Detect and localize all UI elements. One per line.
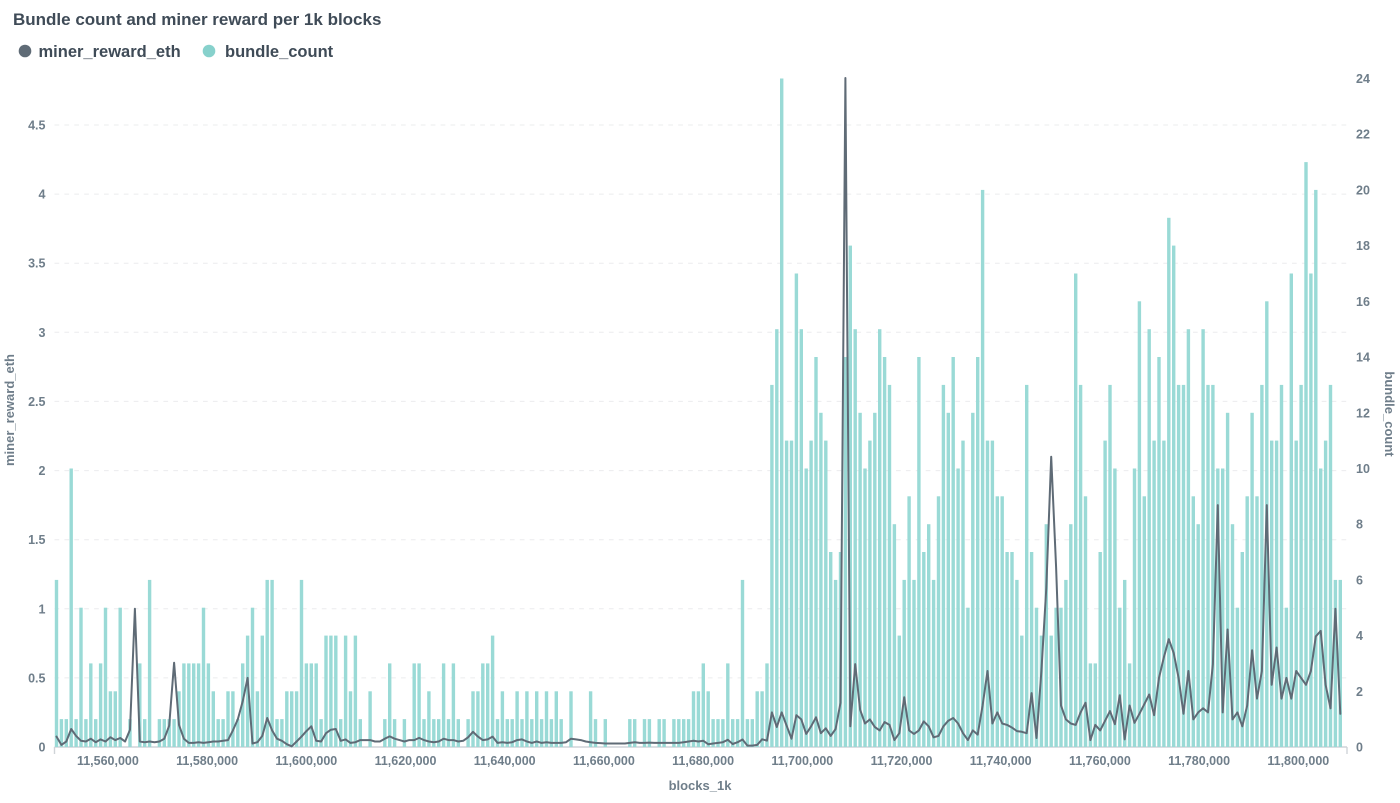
svg-text:4: 4 (39, 188, 46, 202)
svg-text:2: 2 (1356, 685, 1363, 699)
svg-text:10: 10 (1356, 462, 1370, 476)
svg-text:11,780,000: 11,780,000 (1168, 754, 1230, 768)
svg-text:11,800,000: 11,800,000 (1267, 754, 1329, 768)
svg-text:11,740,000: 11,740,000 (970, 754, 1032, 768)
svg-text:4: 4 (1356, 629, 1363, 643)
svg-text:11,760,000: 11,760,000 (1069, 754, 1131, 768)
svg-text:4.5: 4.5 (28, 119, 45, 133)
svg-text:0.5: 0.5 (28, 671, 45, 685)
svg-text:2: 2 (39, 464, 46, 478)
svg-text:20: 20 (1356, 183, 1370, 197)
svg-text:16: 16 (1356, 295, 1370, 309)
svg-text:1: 1 (39, 602, 46, 616)
svg-text:11,600,000: 11,600,000 (275, 754, 337, 768)
svg-text:12: 12 (1356, 406, 1370, 420)
svg-text:11,660,000: 11,660,000 (573, 754, 635, 768)
svg-text:24: 24 (1356, 72, 1370, 86)
svg-text:Bundle count and miner reward: Bundle count and miner reward per 1k blo… (13, 10, 381, 29)
svg-text:11,720,000: 11,720,000 (871, 754, 933, 768)
svg-text:3: 3 (39, 326, 46, 340)
svg-text:1.5: 1.5 (28, 533, 45, 547)
svg-text:0: 0 (1356, 741, 1363, 755)
svg-text:3.5: 3.5 (28, 257, 45, 271)
svg-text:bundle_count: bundle_count (1382, 371, 1397, 457)
svg-text:6: 6 (1356, 573, 1363, 587)
svg-text:22: 22 (1356, 128, 1370, 142)
svg-text:miner_reward_eth: miner_reward_eth (2, 354, 17, 466)
svg-text:14: 14 (1356, 351, 1370, 365)
svg-text:miner_reward_eth: miner_reward_eth (39, 43, 181, 61)
svg-text:2.5: 2.5 (28, 395, 45, 409)
svg-text:18: 18 (1356, 239, 1370, 253)
svg-text:11,560,000: 11,560,000 (77, 754, 139, 768)
svg-text:11,620,000: 11,620,000 (375, 754, 437, 768)
svg-text:11,580,000: 11,580,000 (176, 754, 238, 768)
svg-text:11,640,000: 11,640,000 (474, 754, 536, 768)
svg-text:bundle_count: bundle_count (225, 43, 334, 61)
svg-text:11,700,000: 11,700,000 (771, 754, 833, 768)
svg-text:0: 0 (39, 741, 46, 755)
svg-text:11,680,000: 11,680,000 (672, 754, 734, 768)
svg-text:blocks_1k: blocks_1k (669, 778, 733, 793)
svg-text:8: 8 (1356, 518, 1363, 532)
